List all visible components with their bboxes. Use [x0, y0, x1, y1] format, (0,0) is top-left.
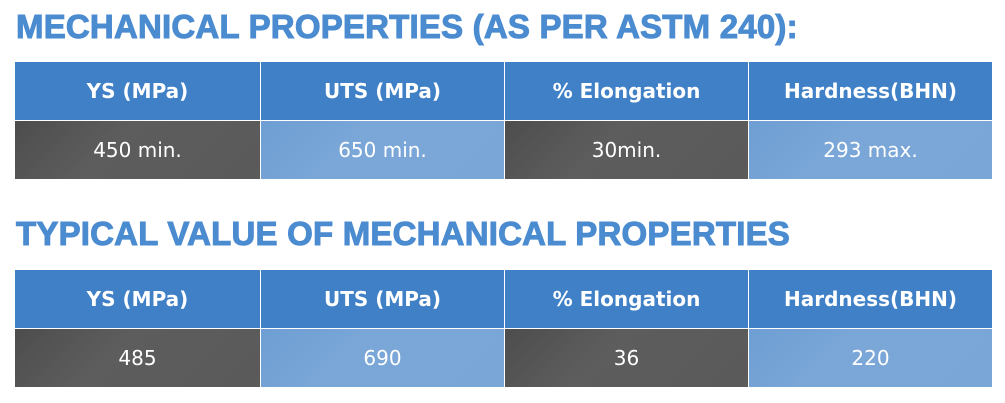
table: YS (MPa) UTS (MPa)% Elongation Hardness(BH… — [15, 62, 992, 179]
data-cell: 450 min. — [15, 121, 260, 179]
header-cell: Hardness(BHN) — [749, 62, 992, 121]
table: YS (MPa) UTS (MPa)% Elongation Hardness(BH… — [15, 270, 992, 387]
data-cell: 293 max. — [749, 121, 992, 179]
data-cell: 650 min. — [261, 121, 504, 179]
section-title: TYPICAL VALUE OF MECHANICAL PROPERTIES — [16, 215, 791, 253]
data-cell: 485 — [15, 329, 260, 387]
data-cell: 30min. — [505, 121, 748, 179]
header-cell: % Elongation — [505, 270, 748, 329]
header-cell: YS (MPa) — [15, 62, 260, 121]
header-cell: UTS (MPa) — [261, 62, 504, 121]
header-cell: UTS (MPa) — [261, 270, 504, 329]
data-cell: 36 — [505, 329, 748, 387]
header-cell: Hardness(BHN) — [749, 270, 992, 329]
header-cell: YS (MPa) — [15, 270, 260, 329]
header-cell: % Elongation — [505, 62, 748, 121]
data-cell: 220 — [749, 329, 992, 387]
section-title: MECHANICAL PROPERTIES (AS PER ASTM 240): — [16, 8, 799, 46]
data-cell: 690 — [261, 329, 504, 387]
